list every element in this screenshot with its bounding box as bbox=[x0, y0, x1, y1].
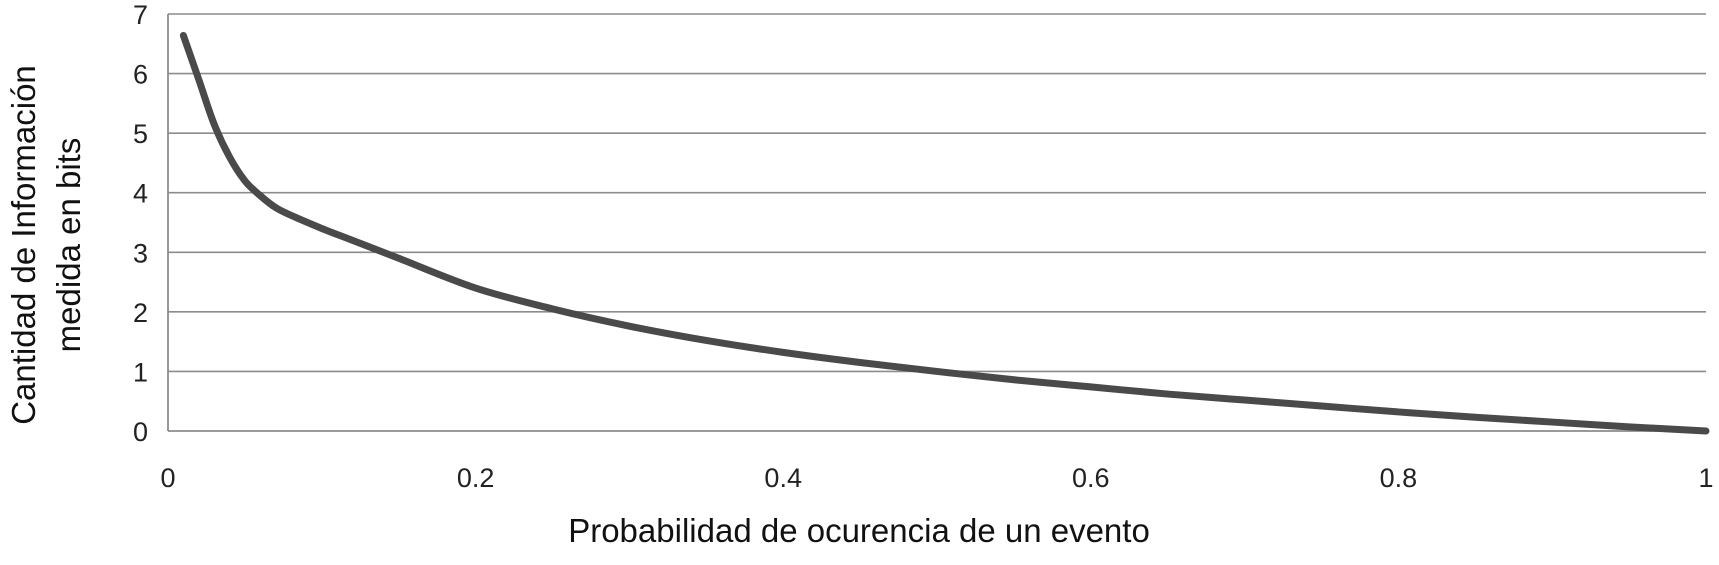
y-axis-title-line-2: medida en bits bbox=[50, 138, 87, 353]
series-layer bbox=[179, 31, 1710, 435]
y-tick-label-7: 7 bbox=[133, 0, 148, 30]
x-tick-label-0.2: 0.2 bbox=[457, 463, 495, 493]
axes bbox=[167, 14, 1706, 432]
grid-lines bbox=[168, 13, 1706, 373]
y-tick-label-5: 5 bbox=[133, 119, 148, 149]
tick-labels: 0 1 2 3 4 5 6 7 0 0.2 0.4 0.6 0.8 1 bbox=[133, 0, 1714, 493]
y-axis-title-line-1: Cantidad de Información bbox=[5, 65, 42, 425]
y-tick-label-4: 4 bbox=[133, 179, 148, 209]
y-tick-label-0: 0 bbox=[133, 417, 148, 447]
y-tick-label-1: 1 bbox=[133, 357, 148, 387]
x-tick-label-0.8: 0.8 bbox=[1380, 463, 1418, 493]
y-tick-label-2: 2 bbox=[133, 298, 148, 328]
x-tick-label-0.4: 0.4 bbox=[764, 463, 802, 493]
y-tick-label-3: 3 bbox=[133, 238, 148, 268]
x-axis-title: Probabilidad de ocurencia de un evento bbox=[568, 512, 1150, 549]
y-tick-label-6: 6 bbox=[133, 60, 148, 90]
x-tick-label-1: 1 bbox=[1698, 463, 1713, 493]
information-curve-series-0 bbox=[179, 31, 1710, 435]
x-tick-label-0.6: 0.6 bbox=[1072, 463, 1110, 493]
x-tick-label-0: 0 bbox=[160, 463, 175, 493]
